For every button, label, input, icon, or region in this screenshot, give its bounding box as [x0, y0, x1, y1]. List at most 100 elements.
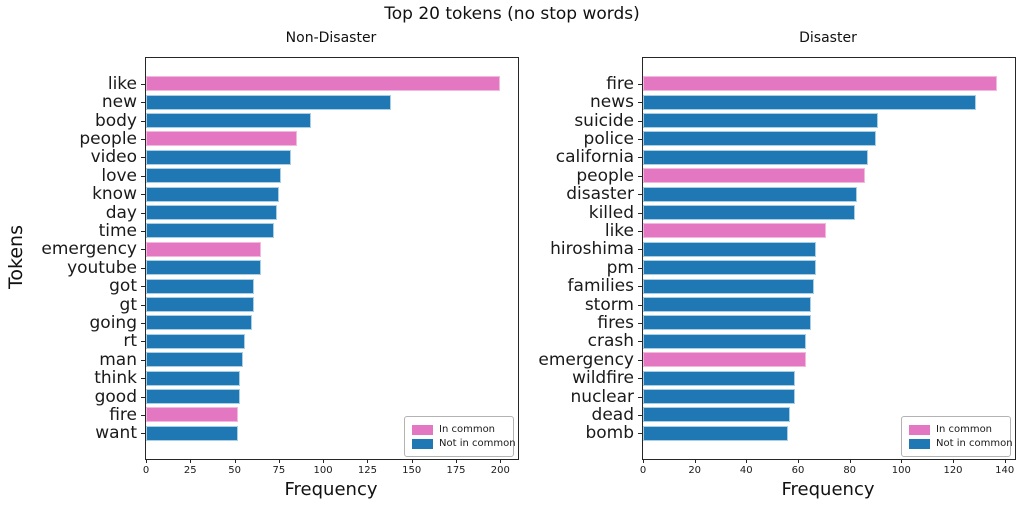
- legend-label: In common: [936, 424, 993, 435]
- x-tick-label: 175: [446, 465, 466, 476]
- y-tick-label-day: day: [105, 202, 137, 223]
- x-tick: [190, 459, 192, 463]
- x-tick-label: 40: [739, 465, 753, 476]
- y-tick-label-man: man: [99, 349, 137, 370]
- bar-body: [146, 113, 311, 128]
- y-tick: [638, 359, 642, 361]
- y-tick: [141, 102, 145, 104]
- bar-want: [146, 425, 239, 441]
- subplot-title-non-disaster: Non-Disaster: [285, 30, 377, 46]
- y-tick-label-new: new: [101, 92, 137, 113]
- y-tick-label-nuclear: nuclear: [570, 386, 634, 407]
- y-tick-label-youtube: youtube: [67, 257, 137, 278]
- y-tick-label-going: going: [89, 312, 137, 333]
- y-tick: [638, 102, 642, 104]
- y-tick: [638, 267, 642, 269]
- legend-label: Not in common: [439, 438, 516, 449]
- bar-know: [146, 186, 279, 202]
- bar-pm: [643, 260, 817, 276]
- x-tick-label: 80: [843, 465, 857, 476]
- bar-fires: [643, 315, 811, 331]
- y-tick: [141, 138, 145, 140]
- bar-killed: [643, 205, 855, 220]
- y-tick-label-disaster: disaster: [566, 184, 634, 205]
- in-common-swatch: [412, 424, 433, 435]
- y-tick: [638, 341, 642, 343]
- y-tick: [141, 304, 145, 306]
- x-tick: [456, 459, 457, 463]
- y-tick-label-like: like: [107, 73, 137, 94]
- y-tick: [141, 230, 145, 232]
- x-tick: [901, 459, 903, 463]
- y-tick-label-like: like: [604, 220, 634, 241]
- y-tick: [638, 157, 642, 159]
- y-tick: [638, 396, 642, 398]
- bar-families: [643, 278, 814, 294]
- x-tick-label: 60: [791, 465, 805, 476]
- y-tick: [141, 359, 145, 361]
- y-tick-label-fires: fires: [597, 312, 634, 333]
- legend-item: Not in common: [909, 437, 1013, 450]
- y-tick-label-wildfire: wildfire: [572, 368, 634, 389]
- y-tick: [638, 322, 642, 324]
- bar-time: [146, 223, 274, 239]
- legend-item: In common: [909, 423, 1004, 436]
- not-in-common-swatch: [909, 438, 930, 449]
- bar-good: [146, 389, 240, 404]
- legend: In common Not in common: [901, 416, 1013, 457]
- bar-think: [146, 370, 240, 386]
- y-tick: [638, 175, 642, 177]
- y-tick-label-families: families: [567, 276, 634, 297]
- y-tick: [638, 230, 642, 232]
- y-tick: [638, 414, 642, 416]
- bar-people: [643, 168, 866, 184]
- x-tick: [953, 459, 954, 463]
- bar-fire: [146, 407, 239, 423]
- y-tick-label-emergency: emergency: [538, 349, 634, 370]
- subplot-title-disaster: Disaster: [799, 30, 857, 46]
- x-tick-label: 150: [402, 465, 422, 476]
- bar-going: [146, 315, 253, 331]
- bar-love: [146, 168, 281, 184]
- bar-man: [146, 352, 244, 368]
- bar-suicide: [643, 113, 879, 128]
- y-tick-label-rt: rt: [123, 331, 137, 352]
- y-tick: [638, 249, 642, 251]
- y-tick-label-crash: crash: [587, 331, 634, 352]
- y-tick: [141, 157, 145, 159]
- figure-title: Top 20 tokens (no stop words): [384, 4, 640, 24]
- x-tick-label: 50: [228, 465, 241, 476]
- y-tick: [638, 378, 642, 380]
- y-tick-label-fire: fire: [109, 404, 137, 425]
- y-tick-label-want: want: [95, 423, 137, 444]
- y-tick-label-news: news: [590, 92, 634, 113]
- x-tick: [500, 459, 502, 463]
- x-tick-label: 0: [142, 465, 150, 476]
- y-tick: [141, 322, 145, 324]
- y-tick: [141, 378, 145, 380]
- x-tick: [234, 459, 236, 463]
- y-tick-label-good: good: [94, 386, 137, 407]
- x-tick-label: 0: [639, 465, 647, 476]
- bar-people: [146, 131, 297, 147]
- legend-item: Not in common: [412, 437, 516, 450]
- legend: In common Not in common: [404, 416, 516, 457]
- x-tick-label: 200: [490, 465, 510, 476]
- x-tick: [411, 459, 413, 463]
- y-tick-label-bomb: bomb: [585, 423, 634, 444]
- x-tick: [1004, 459, 1006, 463]
- x-tick-label: 20: [688, 465, 702, 476]
- x-tick: [849, 459, 851, 463]
- y-tick: [141, 194, 145, 196]
- y-tick-label-pm: pm: [606, 257, 634, 278]
- not-in-common-swatch: [412, 438, 433, 449]
- y-tick: [638, 212, 642, 214]
- x-tick: [694, 459, 696, 463]
- bar-crash: [643, 333, 806, 349]
- y-tick: [638, 83, 642, 85]
- x-tick: [643, 459, 644, 463]
- bar-news: [643, 94, 977, 110]
- x-tick: [746, 459, 748, 463]
- bar-fire: [643, 76, 997, 92]
- bar-video: [146, 149, 292, 165]
